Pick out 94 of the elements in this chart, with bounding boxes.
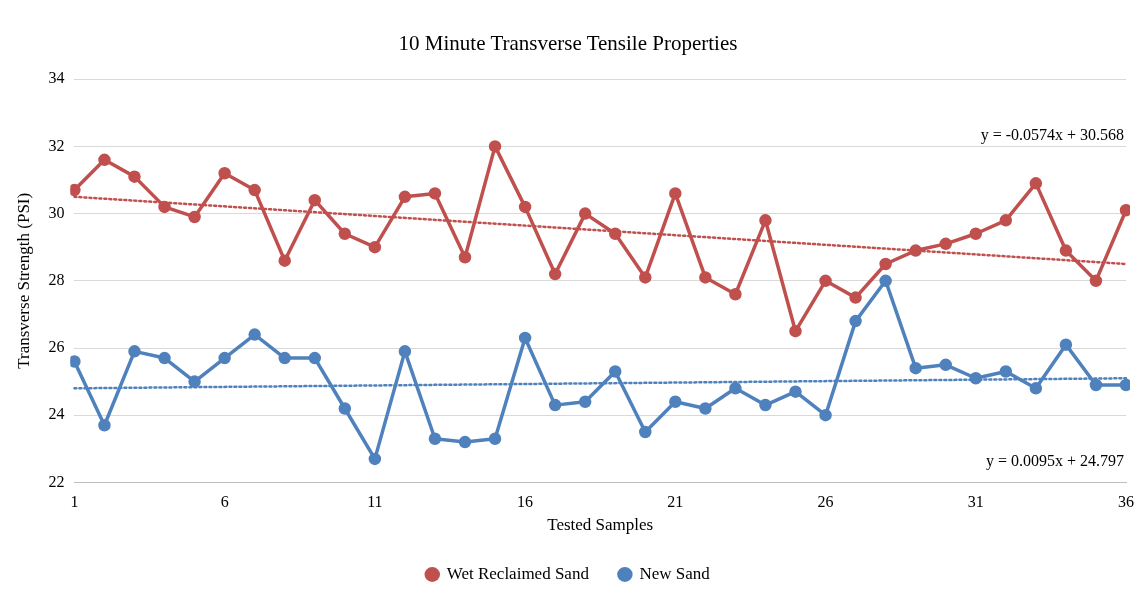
point (789, 385, 802, 398)
chart-title: 10 Minute Transverse Tensile Properties (398, 31, 738, 56)
point (1059, 338, 1073, 351)
point (428, 432, 442, 445)
point (188, 375, 201, 388)
point (488, 140, 502, 153)
point (608, 227, 622, 241)
point (458, 435, 472, 449)
point (669, 187, 682, 200)
point (128, 345, 141, 358)
point (879, 274, 892, 288)
point (488, 432, 502, 445)
point (308, 351, 322, 365)
point (338, 402, 352, 415)
y-tick-label: 34 (48, 69, 65, 87)
point (1059, 244, 1073, 257)
y-tick-label: 24 (48, 405, 65, 423)
point (398, 345, 412, 358)
point (158, 351, 171, 365)
point (969, 371, 983, 385)
x-tick-label: 1 (70, 493, 79, 511)
point (1119, 203, 1130, 217)
point (1029, 177, 1043, 190)
point (849, 314, 862, 328)
point (248, 183, 261, 197)
x-tick-label: 16 (517, 493, 534, 511)
point (70, 183, 81, 197)
point (849, 291, 862, 304)
point (639, 271, 652, 284)
point (789, 324, 802, 338)
point (759, 214, 772, 227)
point (909, 244, 922, 257)
y-tick-label: 30 (48, 203, 65, 221)
point (729, 382, 742, 395)
legend-label: Wet Reclaimed Sand (446, 563, 590, 583)
legend-label: New Sand (639, 563, 711, 583)
point (578, 395, 592, 409)
point (608, 365, 622, 378)
point (218, 351, 231, 365)
y-axis-title: Transverse Strength (PSI) (13, 192, 33, 369)
annotation: y = -0.0574x + 30.568 (980, 125, 1124, 144)
x-tick-label: 31 (967, 493, 984, 511)
x-tick-label: 11 (367, 493, 383, 511)
point (969, 227, 983, 241)
point (248, 328, 261, 341)
point (909, 361, 922, 375)
point (1119, 378, 1130, 392)
x-tick-label: 21 (667, 493, 684, 511)
point (819, 274, 832, 288)
point (548, 267, 562, 281)
point (338, 227, 352, 241)
point (70, 355, 81, 368)
y-tick-label: 22 (48, 472, 65, 490)
point (669, 395, 682, 409)
point (518, 331, 532, 345)
x-tick-label: 26 (817, 493, 834, 511)
point (639, 425, 652, 439)
point (458, 251, 472, 264)
point (368, 452, 382, 466)
point (398, 190, 412, 204)
point (1089, 378, 1103, 392)
annotation: y = 0.0095x + 24.797 (985, 452, 1124, 471)
point (819, 408, 832, 422)
point (699, 402, 712, 415)
point (128, 170, 141, 183)
point (1029, 382, 1043, 395)
point (999, 365, 1013, 378)
point (939, 237, 952, 251)
y-tick-label: 32 (48, 136, 65, 154)
point (548, 398, 562, 412)
point (578, 207, 592, 220)
point (729, 287, 742, 301)
point (98, 419, 111, 432)
point (278, 254, 291, 267)
point (218, 167, 231, 180)
x-axis-title: Tested Samples (547, 515, 654, 535)
point (999, 214, 1013, 227)
point (1089, 274, 1103, 288)
point (428, 187, 442, 200)
point (759, 398, 772, 412)
y-tick-label: 28 (48, 271, 65, 288)
point (368, 240, 382, 254)
point (939, 358, 952, 372)
point (308, 193, 322, 207)
y-tick-label: 26 (48, 338, 65, 356)
point (158, 200, 171, 214)
x-tick-label: 36 (1118, 493, 1134, 511)
point (188, 210, 201, 224)
point (518, 200, 532, 214)
point (278, 351, 291, 365)
point (699, 271, 712, 284)
point (98, 153, 111, 167)
x-tick-label: 6 (220, 493, 229, 511)
point (879, 257, 892, 271)
